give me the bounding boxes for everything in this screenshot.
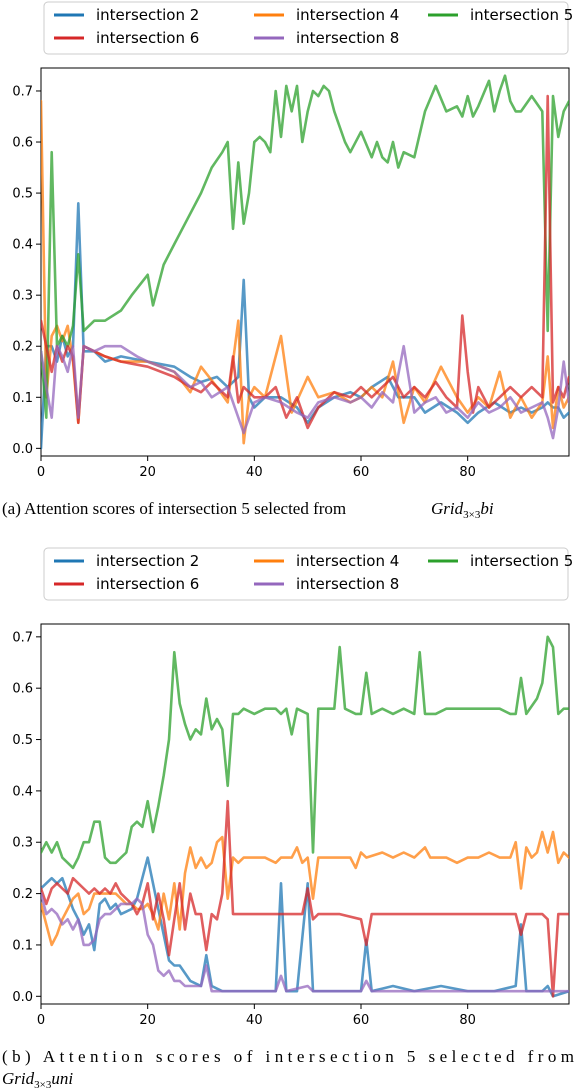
x-tick-label: 80 xyxy=(459,1013,476,1028)
series-line xyxy=(41,94,569,430)
series-line xyxy=(41,830,569,947)
caption-text: (a) Attention scores of intersection 5 s… xyxy=(2,499,346,518)
y-tick-label: 0.5 xyxy=(12,733,33,748)
x-tick-label: 40 xyxy=(246,465,263,480)
x-tick-label: 40 xyxy=(246,1013,263,1028)
legend-label: intersection 5 xyxy=(470,552,573,570)
plot-frame xyxy=(40,623,570,1005)
caption-math: Grid3×3bi xyxy=(431,499,494,521)
legend-label: intersection 8 xyxy=(296,575,399,593)
x-ticks: 0 20 40 60 80 xyxy=(37,1004,476,1028)
x-tick-label: 0 xyxy=(37,465,45,480)
legend-label: intersection 6 xyxy=(96,575,199,593)
legend-label: intersection 5 xyxy=(470,6,573,24)
series-line xyxy=(41,856,569,998)
y-tick-label: 0.2 xyxy=(12,340,33,355)
legend-label: intersection 4 xyxy=(296,552,399,570)
y-ticks: 0.0 0.1 0.2 0.3 0.4 0.5 0.6 0.7 xyxy=(12,630,41,1005)
y-tick-label: 0.4 xyxy=(12,238,33,253)
series-line xyxy=(41,74,569,419)
y-tick-label: 0.5 xyxy=(12,187,33,202)
legend-label: intersection 2 xyxy=(96,552,199,570)
caption-math: Grid3×3uni xyxy=(2,1069,73,1091)
y-tick-label: 0.3 xyxy=(12,289,33,304)
y-tick-label: 0.7 xyxy=(12,630,33,645)
series-line xyxy=(41,892,569,993)
x-ticks: 0 20 40 60 80 xyxy=(37,456,476,480)
y-tick-label: 0.4 xyxy=(12,784,33,799)
legend-label: intersection 4 xyxy=(296,6,399,24)
plot-frame xyxy=(40,67,570,457)
chart-b: intersection 2 intersection 4 intersection… xyxy=(2,547,574,1091)
legend-entries: intersection 2 intersection 4 intersection… xyxy=(54,552,573,593)
y-tick-label: 0.0 xyxy=(12,990,33,1005)
legend-label: intersection 6 xyxy=(96,29,199,47)
y-tick-label: 0.7 xyxy=(12,84,33,99)
series-line xyxy=(41,799,569,998)
y-tick-label: 0.1 xyxy=(12,938,33,953)
y-tick-label: 0.3 xyxy=(12,836,33,851)
caption-text: (b) Attention scores of intersection 5 s… xyxy=(2,1047,574,1066)
y-tick-label: 0.6 xyxy=(12,682,33,697)
series-line xyxy=(41,635,569,870)
legend-label: intersection 2 xyxy=(96,6,199,24)
x-tick-label: 60 xyxy=(353,1013,370,1028)
x-tick-label: 80 xyxy=(459,465,476,480)
y-ticks: 0.0 0.1 0.2 0.3 0.4 0.5 0.6 0.7 xyxy=(12,84,41,457)
legend-entries: intersection 2 intersection 4 intersection… xyxy=(54,6,573,47)
y-tick-label: 0.2 xyxy=(12,887,33,902)
series-line xyxy=(41,344,569,440)
x-tick-label: 20 xyxy=(139,1013,156,1028)
y-tick-label: 0.0 xyxy=(12,442,33,457)
x-tick-label: 20 xyxy=(139,465,156,480)
plot-lines xyxy=(41,635,569,998)
series-line xyxy=(41,99,569,445)
legend-label: intersection 8 xyxy=(296,29,399,47)
y-tick-label: 0.1 xyxy=(12,391,33,406)
x-tick-label: 60 xyxy=(353,465,370,480)
plot-lines xyxy=(41,74,569,450)
y-tick-label: 0.6 xyxy=(12,136,33,151)
x-tick-label: 0 xyxy=(37,1013,45,1028)
chart-a: intersection 2 intersection 4 intersection… xyxy=(2,1,573,521)
